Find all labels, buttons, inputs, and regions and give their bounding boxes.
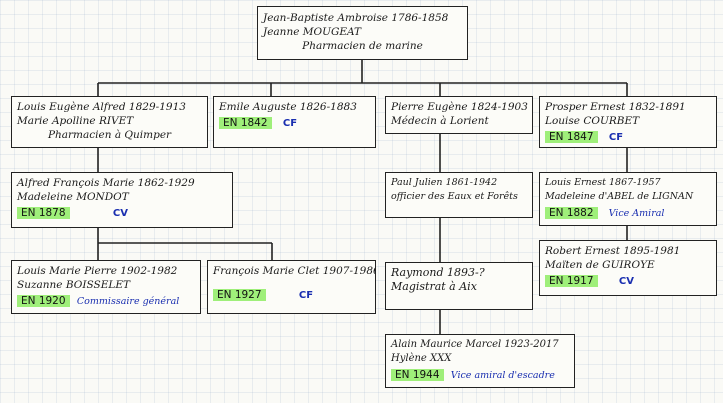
person-line: Magistrat à Aix — [391, 280, 477, 293]
person-box-louis-marie-pierre: Louis Marie Pierre 1902-1982 Suzanne BOI… — [11, 260, 201, 314]
person-line: Louis Eugène Alfred 1829-1913 — [17, 101, 186, 113]
person-box-louis-eugene: Louis Eugène Alfred 1829-1913 Marie Apol… — [11, 96, 208, 148]
person-line: Marie Apolline RIVET — [17, 115, 134, 127]
person-box-paul-julien: Paul Julien 1861-1942 officier des Eaux … — [385, 172, 533, 218]
person-line: Louise COURBET — [545, 115, 640, 127]
person-line: Louis Ernest 1867-1957 — [545, 177, 661, 188]
person-line: Louis Marie Pierre 1902-1982 — [17, 265, 178, 277]
person-line: Emile Auguste 1826-1883 — [219, 101, 357, 113]
person-box-robert-ernest: Robert Ernest 1895-1981 Maïten de GUIROY… — [539, 240, 717, 296]
person-line: Alain Maurice Marcel 1923-2017 — [391, 339, 559, 350]
person-box-alain-maurice: Alain Maurice Marcel 1923-2017 Hylène XX… — [385, 334, 575, 388]
person-box-prosper-ernest: Prosper Ernest 1832-1891 Louise COURBET … — [539, 96, 717, 148]
person-line: Raymond 1893-? — [391, 266, 485, 279]
naval-school-badge: EN 1882 — [545, 207, 598, 219]
career-note: Vice amiral d'escadre — [450, 370, 555, 381]
career-note: CF — [282, 118, 298, 129]
person-box-pierre-eugene: Pierre Eugène 1824-1903 Médecin à Lorien… — [385, 96, 533, 134]
person-box-francois-marie-clet: François Marie Clet 1907-1986 EN 1927 CF — [207, 260, 376, 314]
career-note: CF — [608, 132, 624, 143]
person-line: Pharmacien à Quimper — [47, 129, 172, 141]
career-note: CV — [618, 276, 634, 287]
person-line: Pierre Eugène 1824-1903 — [391, 101, 528, 113]
naval-school-badge: EN 1944 — [391, 369, 444, 381]
naval-school-badge: EN 1842 — [219, 117, 272, 129]
naval-school-badge: EN 1917 — [545, 275, 598, 287]
naval-school-badge: EN 1920 — [17, 295, 70, 307]
person-line: Jeanne MOUGEAT — [263, 26, 362, 38]
career-note: CF — [298, 290, 314, 301]
person-line: Médecin à Lorient — [391, 115, 489, 127]
person-line: Jean-Baptiste Ambroise 1786-1858 — [263, 12, 449, 24]
person-line: Suzanne BOISSELET — [17, 279, 130, 291]
person-line: François Marie Clet 1907-1986 — [213, 265, 376, 277]
person-line: Pharmacien de marine — [302, 40, 423, 52]
career-note: Commissaire général — [76, 296, 180, 307]
career-note: Vice Amiral — [608, 208, 665, 219]
person-line: Hylène XXX — [391, 353, 452, 364]
person-line: Paul Julien 1861-1942 — [391, 177, 498, 188]
naval-school-badge: EN 1847 — [545, 131, 598, 143]
person-box-louis-ernest: Louis Ernest 1867-1957 Madeleine d'ABEL … — [539, 172, 717, 226]
person-line: Prosper Ernest 1832-1891 — [545, 101, 686, 113]
person-line: officier des Eaux et Forêts — [391, 191, 518, 202]
person-line: Robert Ernest 1895-1981 — [545, 245, 681, 257]
person-line: Madeleine d'ABEL de LIGNAN — [545, 191, 694, 202]
person-box-alfred-francois: Alfred François Marie 1862-1929 Madelein… — [11, 172, 233, 228]
naval-school-badge: EN 1927 — [213, 289, 266, 301]
naval-school-badge: EN 1878 — [17, 207, 70, 219]
person-line: Madeleine MONDOT — [17, 191, 129, 203]
person-line: Alfred François Marie 1862-1929 — [17, 177, 195, 189]
career-note: CV — [112, 208, 128, 219]
person-box-jean-baptiste: Jean-Baptiste Ambroise 1786-1858 Jeanne … — [257, 6, 468, 60]
person-box-emile-auguste: Emile Auguste 1826-1883 EN 1842 CF — [213, 96, 376, 148]
person-line: Maïten de GUIROYE — [545, 259, 655, 271]
person-box-raymond: Raymond 1893-? Magistrat à Aix — [385, 262, 533, 310]
